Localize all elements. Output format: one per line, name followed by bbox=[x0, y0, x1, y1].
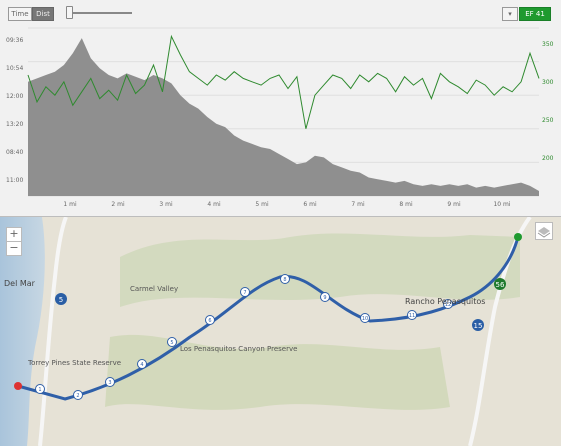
route-marker: 11 bbox=[407, 310, 417, 320]
x-axis-tick: 10 mi bbox=[493, 201, 510, 208]
park-area bbox=[120, 233, 520, 307]
route-marker: 3 bbox=[105, 377, 115, 387]
freeway-5 bbox=[38, 217, 68, 446]
left-axis-tick: 11:00 bbox=[6, 177, 23, 184]
chart-option-button[interactable]: ▾ bbox=[502, 7, 518, 21]
route-marker: 10 bbox=[360, 313, 370, 323]
route-marker: 2 bbox=[73, 390, 83, 400]
right-axis-tick: 200 bbox=[542, 155, 554, 162]
left-axis: 09:36 10:54 12:00 13:20 08:40 11:00 bbox=[6, 37, 23, 184]
left-axis-tick: 12:00 bbox=[6, 93, 23, 100]
svg-text:8: 8 bbox=[283, 277, 286, 283]
left-axis-tick: 08:40 bbox=[6, 149, 23, 156]
route-marker: 7 bbox=[240, 287, 250, 297]
route-marker: 1 bbox=[35, 384, 45, 394]
route-marker: 4 bbox=[137, 359, 147, 369]
svg-text:3: 3 bbox=[108, 380, 111, 386]
x-axis-tick: 6 mi bbox=[303, 201, 317, 208]
route-marker: 6 bbox=[205, 315, 215, 325]
map-label-torrey: Torrey Pines State Reserve bbox=[28, 359, 122, 367]
x-axis-tick: 4 mi bbox=[207, 201, 221, 208]
distance-toggle-button[interactable]: Dist bbox=[32, 7, 54, 21]
map-label-del-mar: Del Mar bbox=[4, 279, 35, 288]
zoom-slider-handle[interactable] bbox=[66, 6, 73, 19]
ocean bbox=[0, 217, 45, 446]
right-axis: 350 300 250 200 bbox=[542, 41, 554, 162]
zoom-out-button[interactable]: − bbox=[6, 241, 22, 256]
svg-text:15: 15 bbox=[474, 322, 483, 330]
mode-button[interactable]: EF 41 bbox=[519, 7, 551, 21]
svg-text:56: 56 bbox=[496, 281, 505, 289]
svg-text:2: 2 bbox=[76, 393, 79, 399]
right-axis-tick: 300 bbox=[542, 79, 554, 86]
x-axis-tick: 9 mi bbox=[447, 201, 461, 208]
svg-text:6: 6 bbox=[208, 318, 211, 324]
zoom-slider-track[interactable] bbox=[66, 12, 132, 14]
route-marker: 8 bbox=[280, 274, 290, 284]
svg-text:5: 5 bbox=[59, 296, 63, 304]
x-axis-tick: 3 mi bbox=[159, 201, 173, 208]
x-axis-tick: 8 mi bbox=[399, 201, 413, 208]
svg-text:5: 5 bbox=[170, 340, 173, 346]
right-axis-tick: 250 bbox=[542, 117, 554, 124]
pace-line bbox=[27, 34, 540, 129]
svg-text:9: 9 bbox=[323, 295, 326, 301]
elevation-area bbox=[28, 38, 539, 196]
route-line bbox=[17, 236, 520, 401]
time-toggle-button[interactable]: Time bbox=[8, 7, 32, 21]
zoom-in-button[interactable]: + bbox=[6, 227, 22, 242]
route-marker: 5 bbox=[167, 337, 177, 347]
left-axis-tick: 13:20 bbox=[6, 121, 23, 128]
elevation-chart-panel: Time Dist ▾ EF 41 09:36 10:54 12:00 13:20 08… bbox=[0, 0, 561, 217]
right-axis-tick: 350 bbox=[542, 41, 554, 48]
x-axis-tick: 1 mi bbox=[63, 201, 77, 208]
layers-icon bbox=[537, 227, 551, 238]
left-axis-tick: 09:36 bbox=[6, 37, 23, 44]
route-marker: 12 bbox=[443, 299, 453, 309]
svg-text:12: 12 bbox=[445, 302, 451, 308]
x-axis-tick: 5 mi bbox=[255, 201, 269, 208]
svg-text:7: 7 bbox=[243, 290, 246, 296]
start-marker bbox=[14, 382, 22, 390]
svg-text:10: 10 bbox=[362, 316, 368, 322]
map-layers-button[interactable] bbox=[535, 222, 553, 240]
map-label-carmel: Carmel Valley bbox=[130, 285, 179, 293]
map-label-canyon: Los Penasquitos Canyon Preserve bbox=[180, 345, 298, 353]
highway-shields: 5 15 56 bbox=[55, 278, 506, 331]
map-label-rancho: Rancho Penasquitos bbox=[405, 297, 486, 306]
route-marker: 9 bbox=[320, 292, 330, 302]
svg-text:1: 1 bbox=[38, 387, 41, 393]
chart-svg: 09:36 10:54 12:00 13:20 08:40 11:00 350 300 250… bbox=[6, 27, 554, 208]
svg-text:4: 4 bbox=[140, 362, 143, 368]
map-panel[interactable]: 1 2 3 4 5 6 7 8 9 10 11 12 5 15 56 + − Del Mar Ranc… bbox=[0, 217, 561, 446]
canyon-area bbox=[105, 334, 450, 410]
left-axis-tick: 10:54 bbox=[6, 65, 23, 72]
x-axis: 1 mi 2 mi 3 mi 4 mi 5 mi 6 mi 7 mi 8 mi 9 mi 10 m… bbox=[63, 201, 510, 208]
x-axis-tick: 7 mi bbox=[351, 201, 365, 208]
x-axis-tick: 2 mi bbox=[111, 201, 125, 208]
svg-text:11: 11 bbox=[409, 313, 415, 319]
end-marker bbox=[514, 233, 522, 241]
